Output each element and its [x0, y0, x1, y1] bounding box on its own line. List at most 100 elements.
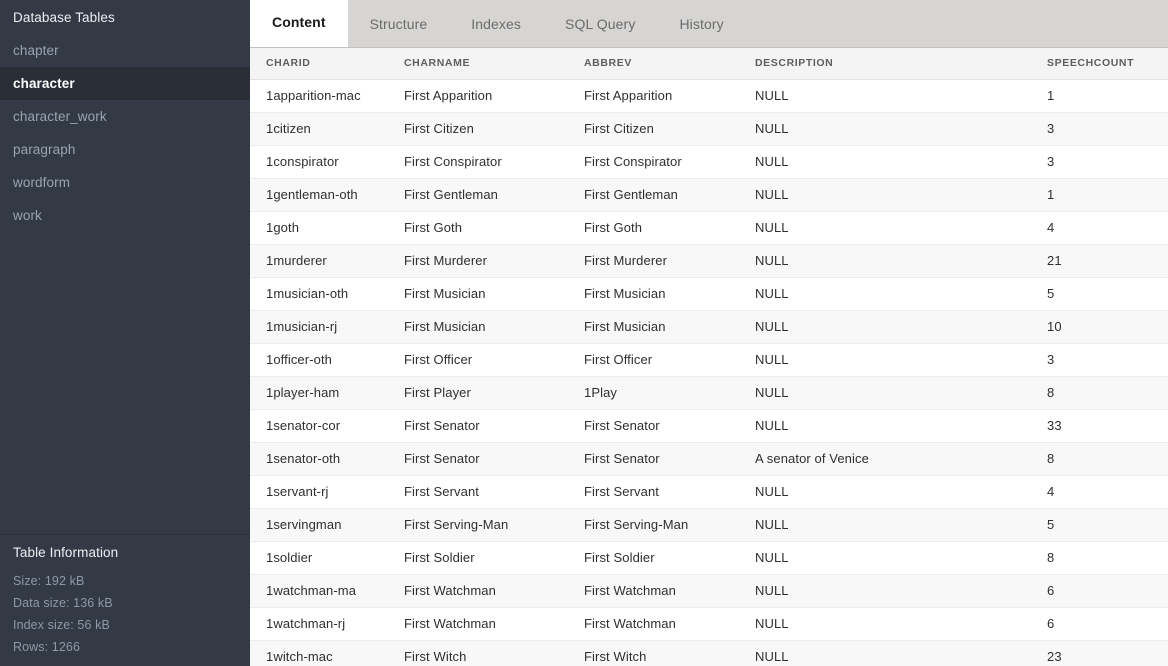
cell-description[interactable]: NULL — [739, 409, 1032, 443]
cell-abbrev[interactable]: First Citizen — [568, 112, 739, 146]
cell-description[interactable]: A senator of Venice — [739, 442, 1032, 476]
cell-charid[interactable]: 1soldier — [250, 541, 388, 575]
sidebar-item-character_work[interactable]: character_work — [13, 109, 107, 124]
cell-charname[interactable]: First Murderer — [388, 244, 568, 278]
cell-charid[interactable]: 1officer-oth — [250, 343, 388, 377]
cell-description[interactable]: NULL — [739, 112, 1032, 146]
tab-indexes[interactable]: Indexes — [471, 16, 522, 32]
tab-structure[interactable]: Structure — [369, 16, 428, 32]
cell-description[interactable]: NULL — [739, 343, 1032, 377]
cell-charid[interactable]: 1servant-rj — [250, 475, 388, 509]
cell-charname[interactable]: First Gentleman — [388, 178, 568, 212]
column-header-charid[interactable]: CHARID — [250, 48, 388, 80]
cell-charid[interactable]: 1musician-oth — [250, 277, 388, 311]
cell-charid[interactable]: 1watchman-rj — [250, 607, 388, 641]
cell-charname[interactable]: First Apparition — [388, 79, 568, 113]
table-row[interactable]: 1servingman First Serving-Man First Servin… — [250, 508, 1168, 542]
table-row[interactable]: 1goth First Goth First Goth NULL 4 — [250, 211, 1168, 245]
cell-abbrev[interactable]: First Conspirator — [568, 145, 739, 179]
cell-speechcount[interactable]: 4 — [1031, 475, 1168, 509]
cell-charname[interactable]: First Serving-Man — [388, 508, 568, 542]
column-header-speechcount[interactable]: SPEECHCOUNT — [1031, 48, 1168, 80]
table-row[interactable]: 1conspirator First Conspirator First Consp… — [250, 145, 1168, 179]
cell-speechcount[interactable]: 5 — [1031, 508, 1168, 542]
cell-charid[interactable]: 1murderer — [250, 244, 388, 278]
sidebar-item-work[interactable]: work — [13, 208, 42, 223]
table-row[interactable]: 1officer-oth First Officer First Officer NU… — [250, 343, 1168, 377]
cell-abbrev[interactable]: First Musician — [568, 277, 739, 311]
table-row[interactable]: 1watchman-rj First Watchman First Watchman… — [250, 607, 1168, 641]
cell-charid[interactable]: 1servingman — [250, 508, 388, 542]
cell-charid[interactable]: 1goth — [250, 211, 388, 245]
cell-abbrev[interactable]: First Senator — [568, 409, 739, 443]
cell-speechcount[interactable]: 8 — [1031, 541, 1168, 575]
cell-abbrev[interactable]: First Officer — [568, 343, 739, 377]
cell-charid[interactable]: 1senator-cor — [250, 409, 388, 443]
table-row[interactable]: 1watchman-ma First Watchman First Watchman… — [250, 574, 1168, 608]
cell-speechcount[interactable]: 21 — [1031, 244, 1168, 278]
cell-charname[interactable]: First Player — [388, 376, 568, 410]
cell-speechcount[interactable]: 6 — [1031, 607, 1168, 641]
cell-description[interactable]: NULL — [739, 508, 1032, 542]
cell-description[interactable]: NULL — [739, 145, 1032, 179]
table-row[interactable]: 1citizen First Citizen First Citizen NULL 3 — [250, 112, 1168, 146]
cell-speechcount[interactable]: 3 — [1031, 112, 1168, 146]
cell-speechcount[interactable]: 3 — [1031, 343, 1168, 377]
cell-abbrev[interactable]: First Murderer — [568, 244, 739, 278]
column-header-description[interactable]: DESCRIPTION — [739, 48, 1032, 80]
table-row[interactable]: 1soldier First Soldier First Soldier NULL 8 — [250, 541, 1168, 575]
cell-speechcount[interactable]: 4 — [1031, 211, 1168, 245]
table-row[interactable]: 1servant-rj First Servant First Servant NUL… — [250, 475, 1168, 509]
cell-charid[interactable]: 1musician-rj — [250, 310, 388, 344]
cell-charname[interactable]: First Conspirator — [388, 145, 568, 179]
cell-charname[interactable]: First Senator — [388, 409, 568, 443]
sidebar-item-paragraph[interactable]: paragraph — [13, 142, 76, 157]
cell-abbrev[interactable]: First Servant — [568, 475, 739, 509]
cell-description[interactable]: NULL — [739, 607, 1032, 641]
cell-abbrev[interactable]: First Soldier — [568, 541, 739, 575]
table-row[interactable]: 1player-ham First Player 1Play NULL 8 — [250, 376, 1168, 410]
cell-speechcount[interactable]: 6 — [1031, 574, 1168, 608]
cell-charid[interactable]: 1witch-mac — [250, 640, 388, 666]
cell-description[interactable]: NULL — [739, 178, 1032, 212]
cell-charid[interactable]: 1player-ham — [250, 376, 388, 410]
cell-abbrev[interactable]: First Witch — [568, 640, 739, 666]
cell-charname[interactable]: First Servant — [388, 475, 568, 509]
cell-charname[interactable]: First Musician — [388, 310, 568, 344]
cell-charid[interactable]: 1apparition-mac — [250, 79, 388, 113]
cell-description[interactable]: NULL — [739, 541, 1032, 575]
cell-speechcount[interactable]: 33 — [1031, 409, 1168, 443]
cell-speechcount[interactable]: 1 — [1031, 79, 1168, 113]
cell-charname[interactable]: First Musician — [388, 277, 568, 311]
cell-abbrev[interactable]: First Apparition — [568, 79, 739, 113]
sidebar-item-character[interactable]: character — [0, 67, 250, 100]
table-row[interactable]: 1senator-oth First Senator First Senator A … — [250, 442, 1168, 476]
cell-charname[interactable]: First Senator — [388, 442, 568, 476]
cell-charname[interactable]: First Watchman — [388, 607, 568, 641]
cell-abbrev[interactable]: First Musician — [568, 310, 739, 344]
table-row[interactable]: 1musician-oth First Musician First Musicia… — [250, 277, 1168, 311]
sidebar-item-chapter[interactable]: chapter — [13, 43, 59, 58]
cell-charname[interactable]: First Officer — [388, 343, 568, 377]
cell-charname[interactable]: First Watchman — [388, 574, 568, 608]
table-row[interactable]: 1witch-mac First Witch First Witch NULL 23 — [250, 640, 1168, 666]
cell-speechcount[interactable]: 8 — [1031, 442, 1168, 476]
cell-speechcount[interactable]: 3 — [1031, 145, 1168, 179]
cell-abbrev[interactable]: First Goth — [568, 211, 739, 245]
table-row[interactable]: 1apparition-mac First Apparition First App… — [250, 79, 1168, 113]
cell-speechcount[interactable]: 23 — [1031, 640, 1168, 666]
cell-charname[interactable]: First Witch — [388, 640, 568, 666]
cell-charname[interactable]: First Goth — [388, 211, 568, 245]
cell-charid[interactable]: 1gentleman-oth — [250, 178, 388, 212]
tab-history[interactable]: History — [679, 16, 724, 32]
tab-sql-query[interactable]: SQL Query — [565, 16, 636, 32]
cell-description[interactable]: NULL — [739, 310, 1032, 344]
cell-charname[interactable]: First Citizen — [388, 112, 568, 146]
cell-charid[interactable]: 1conspirator — [250, 145, 388, 179]
cell-charname[interactable]: First Soldier — [388, 541, 568, 575]
cell-abbrev[interactable]: First Watchman — [568, 574, 739, 608]
cell-abbrev[interactable]: First Serving-Man — [568, 508, 739, 542]
cell-speechcount[interactable]: 5 — [1031, 277, 1168, 311]
cell-description[interactable]: NULL — [739, 244, 1032, 278]
cell-charid[interactable]: 1senator-oth — [250, 442, 388, 476]
